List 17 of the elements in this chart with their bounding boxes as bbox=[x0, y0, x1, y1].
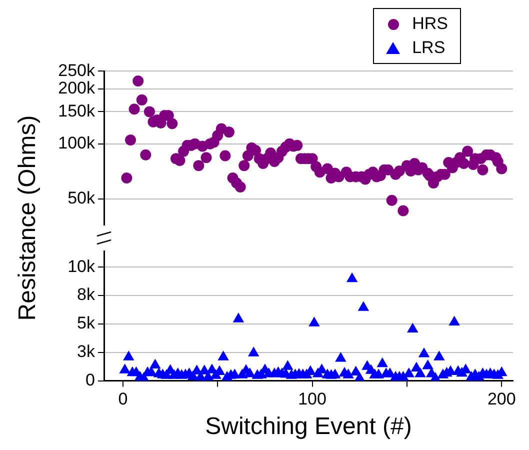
y-axis-title: Resistance (Ohms) bbox=[14, 115, 42, 321]
y-tick-label: 200k bbox=[58, 78, 96, 98]
y-tick-label: 10k bbox=[68, 256, 96, 276]
y-tick-label: 3k bbox=[77, 342, 96, 362]
y-tick-label: 250k bbox=[58, 60, 96, 80]
legend-label: LRS bbox=[412, 38, 446, 58]
legend-label: HRS bbox=[412, 14, 448, 34]
x-tick-label: 200 bbox=[487, 390, 516, 409]
x-tick-label: 0 bbox=[118, 390, 128, 409]
y-tick-label: 5k bbox=[77, 314, 96, 333]
x-tick-label: 100 bbox=[298, 390, 326, 409]
y-tick-label: 0 bbox=[86, 370, 95, 390]
x-axis-title: Switching Event (#) bbox=[205, 413, 412, 440]
y-tick-label: 8k bbox=[77, 285, 96, 304]
y-tick-label: 150k bbox=[58, 101, 96, 120]
y-tick-label: 50k bbox=[68, 188, 96, 208]
y-tick-label: 100k bbox=[58, 134, 96, 153]
